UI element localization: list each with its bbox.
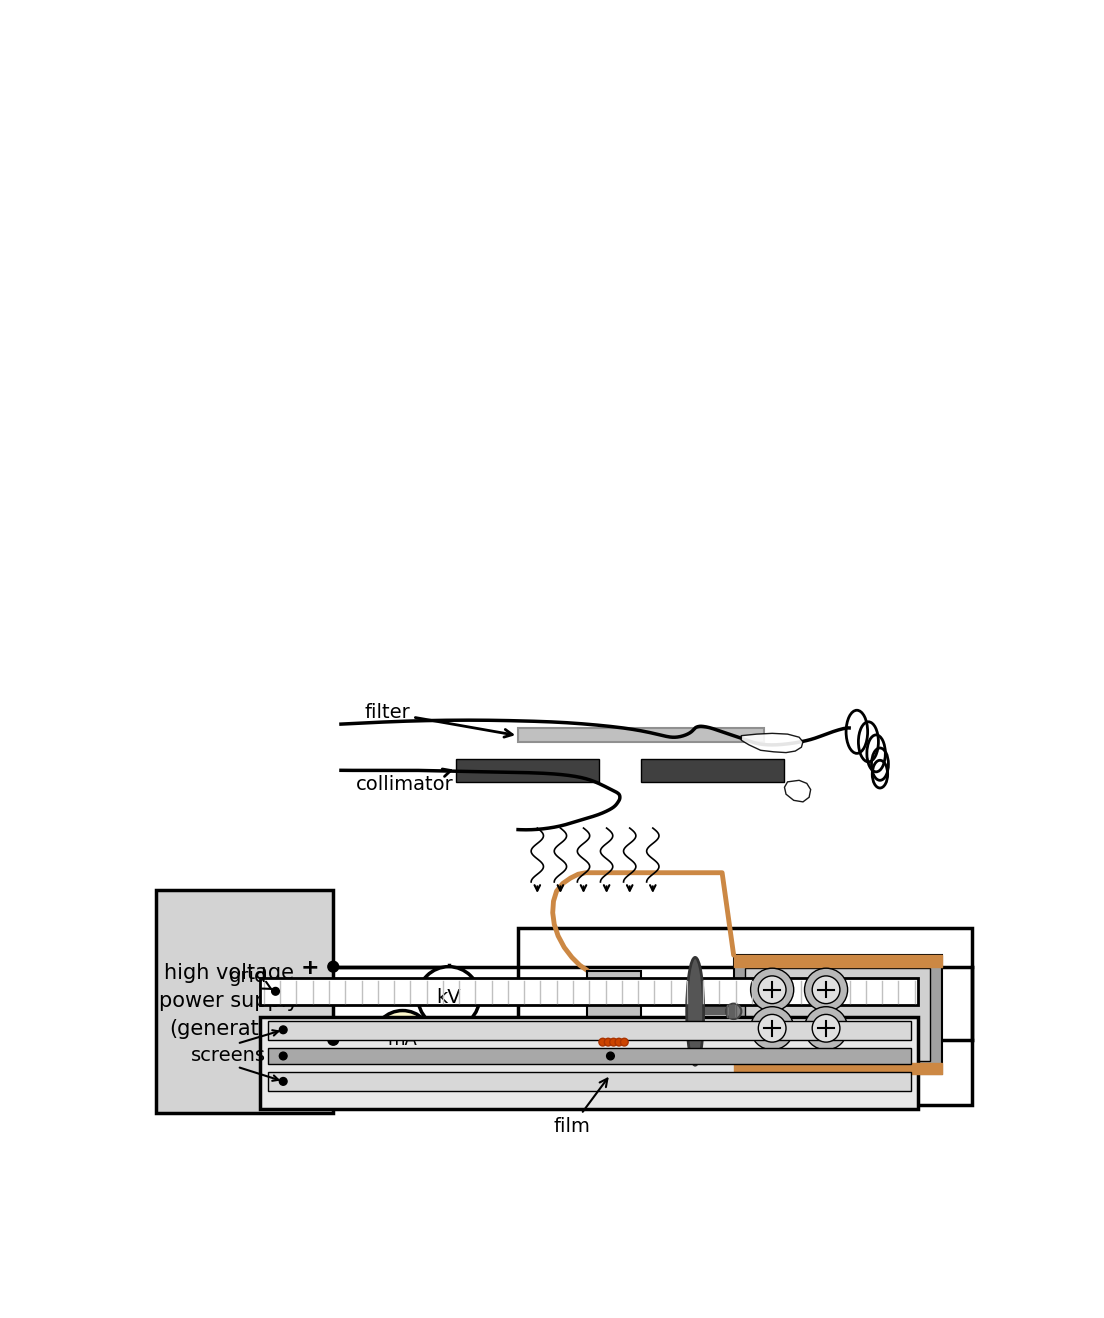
Circle shape: [813, 1015, 840, 1043]
Circle shape: [272, 987, 279, 995]
Bar: [261, 1016, 919, 1110]
Circle shape: [805, 969, 848, 1011]
Circle shape: [606, 1052, 614, 1060]
Circle shape: [758, 975, 786, 1003]
Text: -: -: [310, 1032, 319, 1052]
Text: +: +: [300, 958, 319, 978]
Bar: [734, 956, 942, 1074]
Circle shape: [813, 975, 840, 1003]
Bar: [641, 759, 784, 782]
Bar: [734, 956, 942, 966]
Bar: [268, 1072, 911, 1091]
Polygon shape: [742, 733, 803, 753]
Circle shape: [604, 1039, 612, 1046]
Bar: [587, 970, 641, 1056]
Bar: [268, 1020, 911, 1040]
Text: filter: filter: [364, 702, 512, 737]
Circle shape: [615, 1039, 623, 1046]
Bar: [745, 969, 930, 1061]
Polygon shape: [785, 780, 810, 801]
Bar: [518, 728, 764, 742]
Circle shape: [620, 1039, 628, 1046]
Circle shape: [598, 1039, 606, 1046]
Circle shape: [758, 1015, 786, 1043]
Circle shape: [373, 1011, 432, 1069]
Text: kV: kV: [436, 988, 461, 1007]
Bar: [261, 978, 919, 1006]
Bar: [456, 759, 598, 782]
Circle shape: [279, 1078, 287, 1085]
Bar: [518, 928, 973, 1106]
Text: mA: mA: [388, 1031, 417, 1049]
Bar: [156, 890, 333, 1112]
Circle shape: [726, 1003, 742, 1019]
Circle shape: [279, 1052, 287, 1060]
Circle shape: [609, 1039, 617, 1046]
Circle shape: [279, 1025, 287, 1033]
Ellipse shape: [687, 957, 703, 1065]
Circle shape: [751, 1007, 794, 1050]
Circle shape: [328, 961, 339, 973]
Text: screens: screens: [191, 1045, 266, 1065]
Circle shape: [751, 969, 794, 1011]
Circle shape: [805, 1007, 848, 1050]
Circle shape: [418, 966, 479, 1028]
Text: collimator: collimator: [357, 768, 454, 793]
Bar: [734, 1062, 942, 1074]
Circle shape: [328, 1035, 339, 1045]
Text: film: film: [553, 1078, 607, 1136]
Text: high voltage
power supply
(generator): high voltage power supply (generator): [159, 963, 299, 1040]
Text: grid: grid: [230, 967, 273, 990]
Bar: [268, 1048, 911, 1065]
